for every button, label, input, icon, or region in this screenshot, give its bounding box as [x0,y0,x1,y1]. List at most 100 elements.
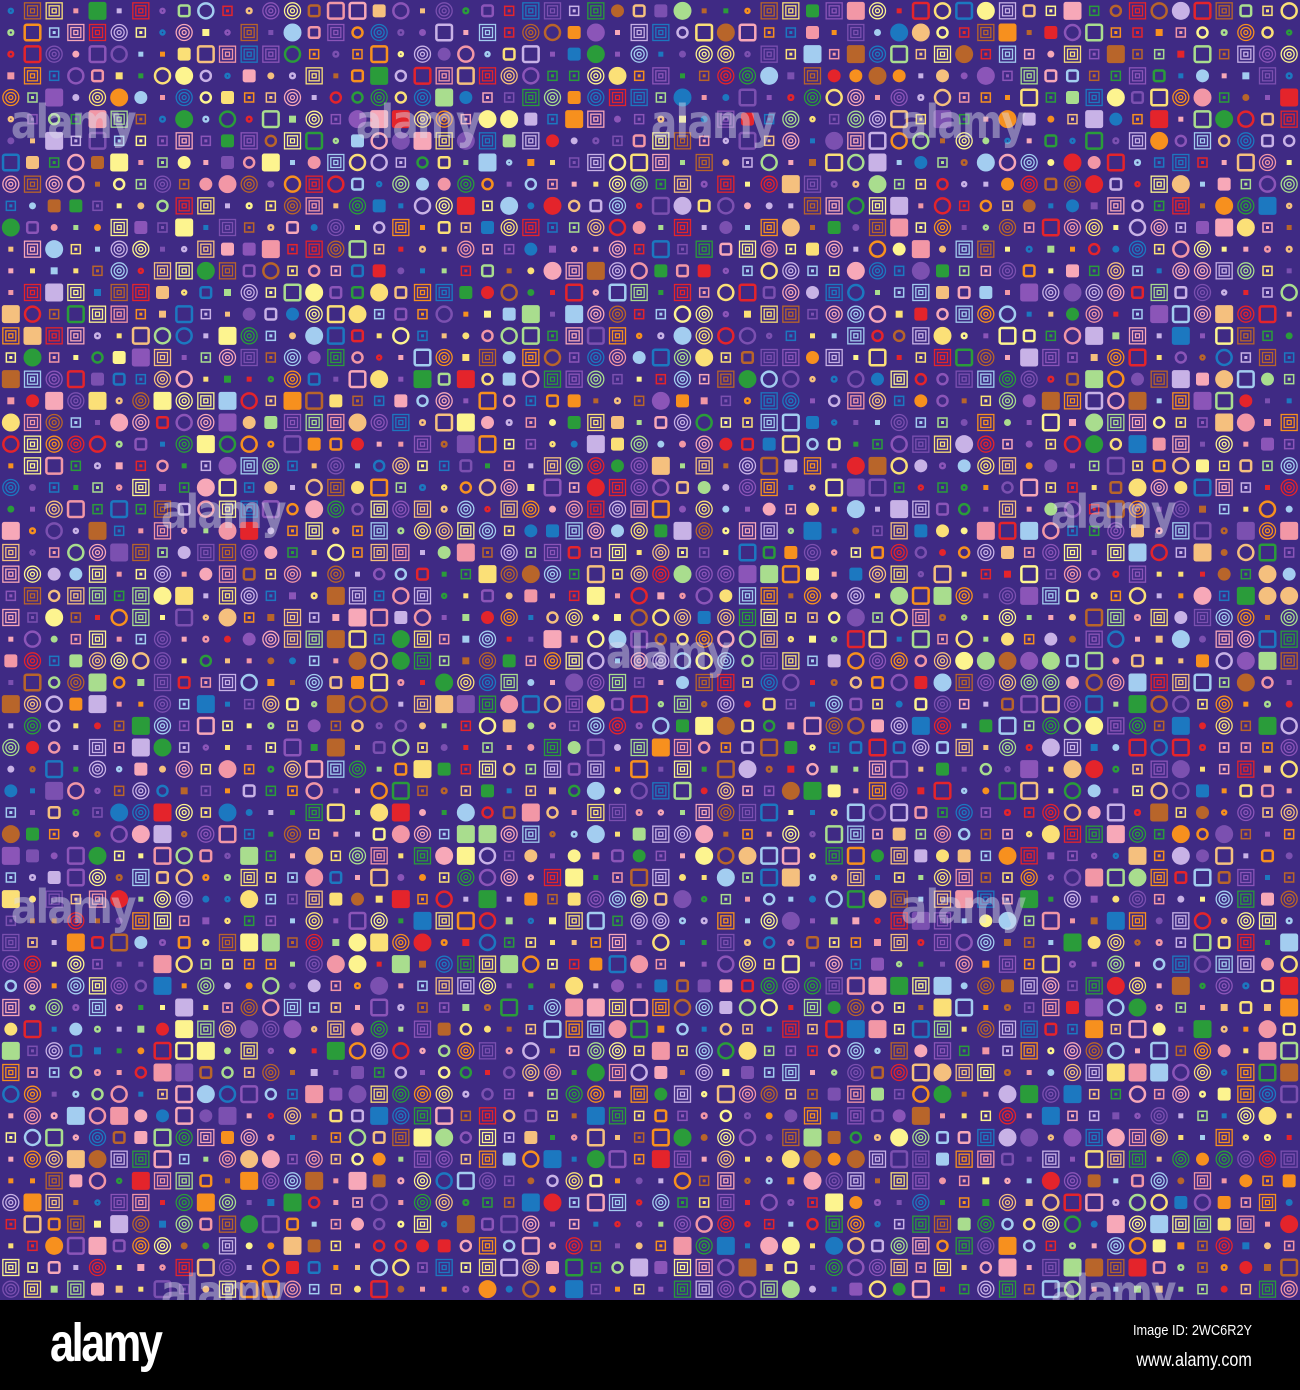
pattern-shape [1261,892,1274,906]
pattern-shape [717,1042,735,1060]
pattern-shape [1027,52,1031,56]
pattern-shape [153,370,172,388]
pattern-shape [892,242,906,256]
pattern-shape [810,680,815,685]
pattern-shape [218,1193,237,1212]
pattern-shape [630,478,648,497]
pattern-shape [45,283,64,302]
pattern-shape [1067,850,1078,862]
pattern-shape [441,723,447,729]
pattern-shape [1265,940,1270,945]
pattern-shape [810,1070,815,1075]
website-link[interactable]: www.alamy.com [1136,1350,1252,1371]
pattern-shape [327,457,345,475]
pattern-shape [480,1217,495,1231]
pattern-shape [67,977,85,995]
pattern-shape [1280,1215,1299,1234]
pattern-shape [586,781,605,800]
pattern-shape [918,1005,924,1010]
pattern-shape [1261,372,1274,386]
pattern-shape [832,117,836,121]
pattern-shape [398,983,404,989]
pattern-shape [153,1128,172,1147]
pattern-shape [1261,437,1274,451]
pattern-shape [1286,1135,1292,1140]
pattern-shape [1045,568,1057,580]
pattern-shape [781,846,800,865]
pattern-shape [175,1063,194,1082]
pattern-shape [827,221,841,234]
pattern-shape [632,827,646,841]
pattern-shape [632,849,646,863]
pattern-shape [895,700,903,708]
image-id: Image ID: 2WC6R2Y [1132,1322,1252,1339]
pattern-shape [218,391,237,410]
pattern-shape [766,831,772,837]
pattern-shape [327,478,345,497]
pattern-shape [218,500,237,518]
pattern-shape [372,740,386,755]
pattern-shape [283,1020,302,1039]
pattern-shape [1090,1220,1098,1228]
pattern-shape [546,806,559,819]
pattern-shape [131,825,150,844]
pattern-shape [933,435,952,453]
pattern-shape [115,462,123,470]
pattern-shape [936,307,949,321]
pattern-shape [936,1152,949,1166]
pattern-shape [1000,1152,1015,1166]
pattern-shape [652,782,670,800]
pattern-shape [28,873,37,882]
pattern-shape [695,23,714,42]
pattern-shape [868,478,887,497]
pattern-shape [681,551,684,554]
pattern-shape [464,789,468,793]
pattern-shape [1193,1,1212,20]
pattern-shape [27,937,38,948]
pattern-shape [464,269,468,273]
pattern-shape [738,998,757,1017]
pattern-shape [181,636,187,642]
pattern-shape [1265,485,1270,490]
pattern-shape [2,608,20,627]
pattern-shape [1193,1172,1212,1190]
pattern-shape [1063,1193,1082,1212]
pattern-shape [31,1049,34,1053]
pattern-shape [289,332,296,340]
pattern-shape [1265,875,1270,880]
pattern-shape [935,740,950,755]
pattern-shape [587,348,605,367]
pattern-shape [74,897,78,901]
pattern-shape [159,1220,166,1228]
pattern-shape [1153,157,1165,168]
pattern-shape [202,917,210,925]
pattern-shape [1113,225,1119,230]
pattern-shape [654,632,668,646]
pattern-shape [486,551,489,554]
pattern-shape [868,348,887,367]
pattern-shape [438,655,450,667]
pattern-shape [413,522,432,540]
pattern-shape [1178,593,1184,599]
pattern-shape [827,1152,841,1166]
pattern-shape [960,180,968,188]
pattern-shape [1287,551,1291,554]
pattern-shape [847,1258,865,1277]
pattern-shape [788,810,794,815]
pattern-shape [1240,1197,1252,1208]
pattern-shape [351,437,364,451]
pattern-shape [138,701,144,707]
pattern-shape [977,673,995,692]
pattern-shape [695,630,713,648]
pattern-shape [222,720,233,732]
pattern-shape [159,1264,166,1271]
pattern-shape [719,589,733,603]
pattern-shape [550,311,555,317]
pattern-shape [522,1042,540,1060]
pattern-shape [632,4,646,18]
pattern-shape [1239,394,1253,408]
pattern-shape [979,1261,993,1274]
pattern-shape [633,243,645,255]
pattern-shape [1004,570,1011,578]
pattern-shape [95,615,100,620]
